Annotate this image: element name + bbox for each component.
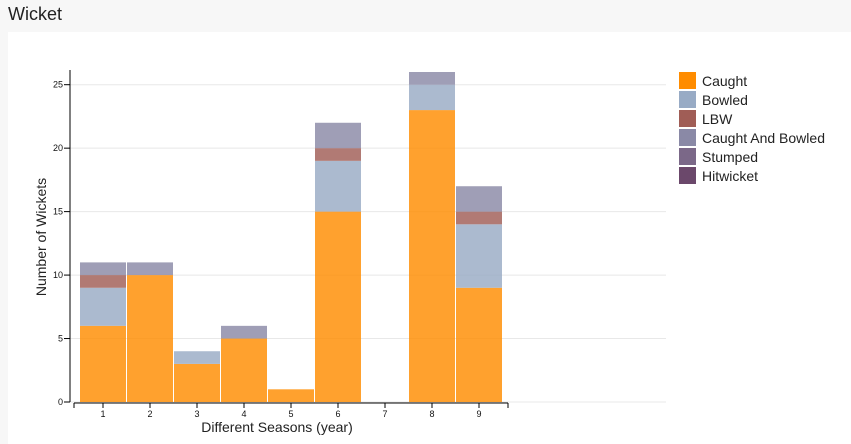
legend-label: Stumped xyxy=(702,149,758,165)
x-tick-label: 2 xyxy=(147,409,152,419)
bar-segment-lbw[interactable] xyxy=(456,211,502,225)
legend-label: Caught xyxy=(702,73,747,89)
x-tick-label: 3 xyxy=(194,409,199,419)
x-tick-label: 1 xyxy=(100,409,105,419)
bar-segment-bowled[interactable] xyxy=(456,224,502,288)
x-tick-label: 7 xyxy=(382,409,387,419)
bar-segment-caught-and-bowled[interactable] xyxy=(456,186,502,212)
bar-segment-caught-and-bowled[interactable] xyxy=(409,72,455,85)
x-tick-label: 5 xyxy=(288,409,293,419)
legend-label: Hitwicket xyxy=(702,168,758,184)
legend-swatch xyxy=(679,167,696,184)
bar-segment-caught[interactable] xyxy=(268,389,314,402)
legend: Caught Bowled LBW Caught And Bowled Stumped H… xyxy=(679,72,825,184)
bar-segment-caught-and-bowled[interactable] xyxy=(127,262,173,276)
bar-segment-caught[interactable] xyxy=(174,363,220,402)
legend-swatch xyxy=(679,72,696,89)
bar-segment-caught-and-bowled[interactable] xyxy=(80,262,126,276)
legend-swatch xyxy=(679,91,696,108)
bar-segment-caught[interactable] xyxy=(315,211,361,402)
bar-segment-caught[interactable] xyxy=(127,275,173,402)
x-tick-label: 9 xyxy=(476,409,481,419)
bars xyxy=(80,72,502,403)
bar-segment-bowled[interactable] xyxy=(409,84,455,111)
y-tick-label: 15 xyxy=(53,207,63,217)
y-tick-label: 25 xyxy=(53,80,63,90)
axes: 0 5 10 15 20 25 1 2 3 4 5 6 7 8 9 xyxy=(53,70,509,419)
y-tick-label: 0 xyxy=(58,397,63,407)
bar-segment-caught[interactable] xyxy=(409,110,455,403)
x-tick-label: 8 xyxy=(429,409,434,419)
bar-segment-lbw[interactable] xyxy=(315,148,361,161)
y-tick-label: 10 xyxy=(53,270,63,280)
bar-segment-caught[interactable] xyxy=(221,338,267,402)
legend-swatch xyxy=(679,129,696,146)
y-tick-label: 5 xyxy=(58,334,63,344)
x-axis-title: Different Seasons (year) xyxy=(201,419,352,435)
bar-segment-caught[interactable] xyxy=(80,325,126,402)
legend-swatch xyxy=(679,148,696,165)
y-tick-label: 20 xyxy=(53,143,63,153)
y-axis-title: Number of Wickets xyxy=(33,178,49,296)
bar-segment-bowled[interactable] xyxy=(174,351,220,364)
legend-label: Bowled xyxy=(702,92,748,108)
bar-segment-lbw[interactable] xyxy=(80,275,126,288)
x-tick-label: 6 xyxy=(335,409,340,419)
bar-segment-caught-and-bowled[interactable] xyxy=(221,325,267,339)
x-tick-label: 4 xyxy=(241,409,246,419)
bar-segment-caught[interactable] xyxy=(456,287,502,402)
legend-label: LBW xyxy=(702,111,733,127)
bar-segment-bowled[interactable] xyxy=(80,287,126,326)
legend-label: Caught And Bowled xyxy=(702,130,825,146)
header-bar: Wicket xyxy=(0,0,851,32)
bar-segment-caught-and-bowled[interactable] xyxy=(315,122,361,149)
bar-segment-bowled[interactable] xyxy=(315,160,361,212)
legend-swatch xyxy=(679,110,696,127)
page-title: Wicket xyxy=(8,4,62,24)
